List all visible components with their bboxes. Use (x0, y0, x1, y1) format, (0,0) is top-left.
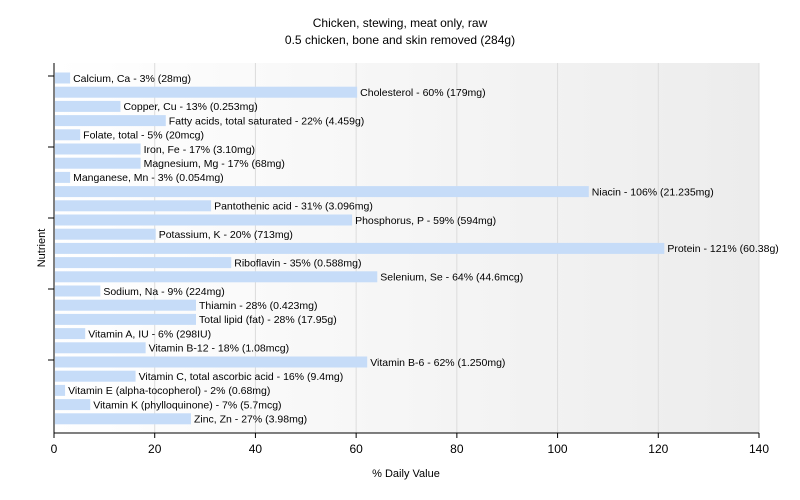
bar (55, 313, 196, 325)
x-axis-title: % Daily Value (372, 468, 440, 480)
bar (55, 356, 368, 368)
bar (55, 328, 86, 340)
bar-label: Vitamin B-12 - 18% (1.08mcg) (149, 343, 289, 355)
x-tick-label: 80 (450, 442, 464, 456)
bar (55, 72, 71, 84)
x-tick-label: 20 (148, 442, 162, 456)
x-tick-label: 40 (249, 442, 263, 456)
bar (55, 342, 146, 354)
bar (55, 157, 141, 169)
bar-label: Magnesium, Mg - 17% (68mg) (144, 158, 285, 170)
bar-label: Vitamin K (phylloquinone) - 7% (5.7mcg) (93, 399, 281, 411)
bar-label: Protein - 121% (60.38g) (667, 243, 778, 255)
bar-label: Copper, Cu - 13% (0.253mg) (123, 101, 257, 113)
x-tick-label: 140 (749, 442, 769, 456)
bar-label: Vitamin E (alpha-tocopherol) - 2% (0.68m… (68, 385, 270, 397)
bar (55, 257, 232, 269)
chart-subtitle: 0.5 chicken, bone and skin removed (284g… (285, 33, 515, 47)
bar (55, 200, 212, 212)
bar (55, 242, 665, 254)
bar-label: Vitamin A, IU - 6% (298IU) (88, 328, 211, 340)
bar (55, 143, 141, 155)
chart-title: Chicken, stewing, meat only, raw (313, 16, 488, 30)
bar (55, 228, 156, 240)
bar-label: Selenium, Se - 64% (44.6mcg) (380, 272, 523, 284)
bar (55, 186, 589, 198)
x-tick-label: 0 (51, 442, 58, 456)
bar (55, 271, 378, 283)
bar-label: Fatty acids, total saturated - 22% (4.45… (169, 115, 365, 127)
y-axis-title: Nutrient (36, 229, 48, 268)
bar-label: Calcium, Ca - 3% (28mg) (73, 73, 191, 85)
axes: 0 20 40 60 80 100 120 140 (48, 63, 769, 456)
x-tick-label: 60 (349, 442, 363, 456)
bar (55, 115, 166, 127)
bar-label: Cholesterol - 60% (179mg) (360, 87, 485, 99)
bar-label: Zinc, Zn - 27% (3.98mg) (194, 414, 307, 426)
bar-label: Thiamin - 28% (0.423mg) (199, 300, 317, 312)
bar (55, 129, 81, 141)
bars: Calcium, Ca - 3% (28mg) Cholesterol - 60%… (55, 72, 779, 426)
x-tick-label: 120 (648, 442, 668, 456)
bar (55, 413, 191, 425)
bar (55, 171, 71, 183)
bar (55, 285, 101, 297)
bar-label: Manganese, Mn - 3% (0.054mg) (73, 172, 224, 184)
bar-label: Potassium, K - 20% (713mg) (159, 229, 293, 241)
bar-label: Vitamin B-6 - 62% (1.250mg) (370, 357, 505, 369)
bar (55, 384, 66, 396)
bar-label: Riboflavin - 35% (0.588mg) (234, 257, 361, 269)
bar-label: Vitamin C, total ascorbic acid - 16% (9.… (139, 371, 344, 383)
bar-label: Folate, total - 5% (20mcg) (83, 130, 204, 142)
bar-label: Pantothenic acid - 31% (3.096mg) (214, 201, 373, 213)
bar (55, 86, 358, 98)
bar (55, 214, 353, 226)
bar-label: Total lipid (fat) - 28% (17.95g) (199, 314, 337, 326)
x-tick-label: 100 (548, 442, 568, 456)
bar-label: Sodium, Na - 9% (224mg) (103, 286, 224, 298)
bar-label: Iron, Fe - 17% (3.10mg) (144, 144, 255, 156)
bar (55, 100, 121, 112)
bar-label: Niacin - 106% (21.235mg) (592, 186, 714, 198)
bar (55, 399, 91, 411)
bar (55, 299, 196, 311)
bar-label: Phosphorus, P - 59% (594mg) (355, 215, 496, 227)
bar (55, 370, 136, 382)
